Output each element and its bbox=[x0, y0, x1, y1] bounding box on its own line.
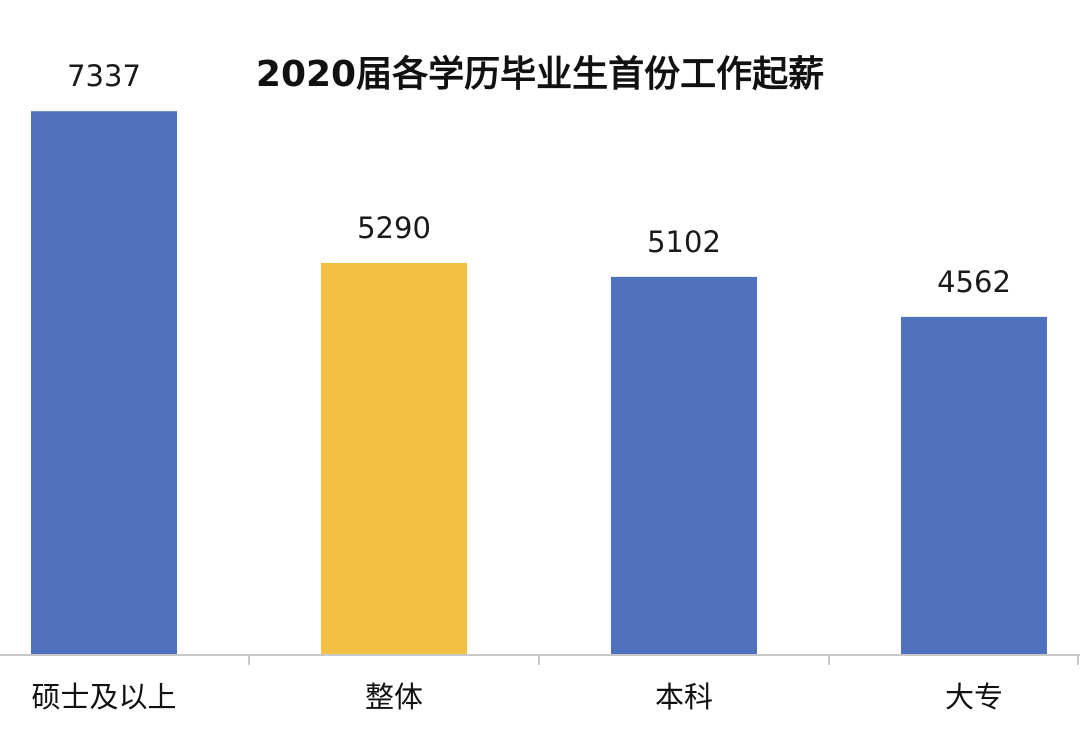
x-axis-ticks-group bbox=[248, 655, 1079, 665]
category-label-3: 本科 bbox=[655, 680, 713, 714]
bar-3 bbox=[611, 276, 757, 655]
chart-title: 2020届各学历毕业生首份工作起薪 bbox=[256, 53, 824, 95]
value-labels-group: 7337 5290 5102 4562 bbox=[67, 59, 1011, 299]
bar-2 bbox=[321, 262, 467, 655]
bar-4 bbox=[901, 316, 1047, 655]
value-label-4: 4562 bbox=[937, 265, 1011, 299]
category-label-2: 整体 bbox=[365, 680, 423, 714]
bar-1 bbox=[31, 111, 177, 655]
value-label-2: 5290 bbox=[357, 211, 431, 245]
category-label-1: 硕士及以上 bbox=[31, 680, 176, 714]
value-label-3: 5102 bbox=[647, 225, 721, 259]
bars-group bbox=[31, 111, 1047, 655]
category-label-4: 大专 bbox=[945, 680, 1003, 714]
category-labels-group: 硕士及以上 整体 本科 大专 bbox=[31, 680, 1003, 714]
value-label-1: 7337 bbox=[67, 59, 141, 93]
